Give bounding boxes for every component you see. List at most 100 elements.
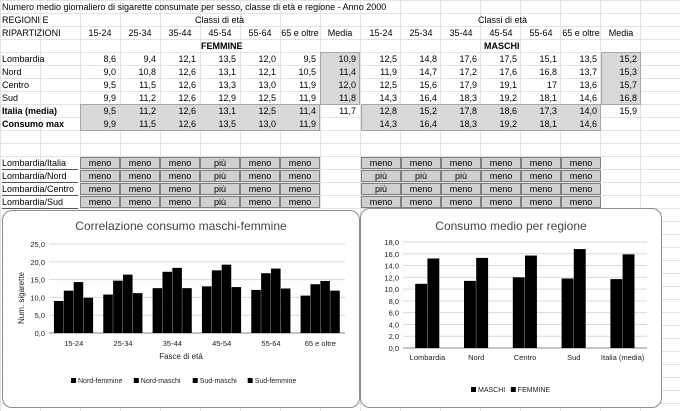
bar-nord-femmine [251, 289, 261, 333]
x-tick-label: Centro [514, 353, 537, 362]
comparison-cell: meno [240, 196, 280, 208]
value-cell: 11,4 [299, 106, 316, 116]
age-header-maschi: 45-54 [489, 28, 513, 38]
italia-maschi-shade [361, 104, 601, 131]
comparison-cell: meno [160, 183, 200, 195]
bar-sud-femmine [280, 288, 291, 333]
chart-title: Correlazione consumo maschi-femmine [75, 219, 287, 233]
value-cell: 15,7 [619, 80, 637, 90]
value-cell: 9,5 [303, 54, 316, 64]
comparison-cell: meno [561, 183, 601, 195]
comparison-cell: meno [521, 170, 561, 182]
legend-label: Nord-maschi [141, 378, 181, 385]
comparison-cell: più [361, 170, 401, 182]
value-cell: 17,2 [459, 67, 477, 77]
comparison-cell: meno [561, 170, 601, 182]
row-label: Lombardia [2, 54, 45, 64]
comparison-cell: più [401, 170, 441, 182]
legend-label: Nord-femmine [78, 378, 122, 385]
comparison-cell: meno [240, 183, 280, 195]
age-header-maschi: 15-24 [369, 28, 393, 38]
value-cell: 10,8 [138, 67, 156, 77]
comparison-cell: meno [240, 170, 280, 182]
comparison-cell: meno [481, 170, 521, 182]
value-cell: 9,9 [103, 119, 116, 129]
bar-nord-femmine [152, 288, 163, 333]
bar-femmine [622, 254, 635, 348]
bar-maschi [464, 280, 476, 348]
bar-sud-maschi [123, 274, 133, 333]
comparison-cell: meno [80, 157, 120, 169]
value-cell: 12,0 [258, 54, 276, 64]
value-cell: 13,1 [218, 106, 236, 116]
value-cell: 12,9 [218, 93, 236, 103]
value-cell: 14,6 [579, 93, 597, 103]
bar-nord-maschi [162, 271, 173, 333]
y-tick-label: 15,0 [30, 276, 45, 285]
comparison-cell: più [361, 183, 401, 195]
value-cell: 12,5 [379, 80, 397, 90]
bar-femmine [525, 255, 537, 348]
bar-sud-maschi [172, 267, 182, 333]
value-cell: 16,4 [419, 119, 437, 129]
bar-maschi [512, 277, 525, 348]
age-header-maschi: 65 e oltre [562, 28, 600, 38]
comparison-cell: più [200, 196, 240, 208]
bar-sud-femmine [83, 297, 94, 333]
value-cell: 16,4 [419, 93, 437, 103]
bar-sud-maschi [320, 281, 330, 333]
chart-correlazione[interactable]: Correlazione consumo maschi-femmine Num.… [2, 210, 360, 408]
value-cell: 12,6 [178, 119, 196, 129]
value-cell: 17,8 [459, 106, 477, 116]
media-maschi-shade [601, 52, 641, 105]
legend-label: Sud-maschi [200, 378, 237, 385]
bar-nord-femmine [300, 295, 311, 333]
chart-y-label: Num. sigarette [17, 271, 26, 324]
comparison-cell: meno [441, 183, 481, 195]
value-cell: 14,6 [579, 119, 597, 129]
comparison-cell: meno [280, 196, 320, 208]
y-tick-label: 8,0 [389, 297, 399, 306]
comparison-label: Lombardia/Sud [2, 196, 78, 209]
x-tick-label: 25-34 [113, 339, 132, 348]
value-cell: 13,7 [579, 67, 597, 77]
comparison-cell: più [200, 170, 240, 182]
comparison-cell: più [200, 183, 240, 195]
value-cell: 11,9 [299, 119, 316, 129]
bar-maschi [415, 283, 428, 348]
x-tick-label: 35-44 [163, 339, 182, 348]
value-cell: 9,9 [103, 93, 116, 103]
age-header-femmine: 25-34 [128, 28, 152, 38]
chart-consumo-medio[interactable]: Consumo medio per regione 0,0 2,0 4,0 6,0 8,… [360, 208, 662, 408]
comparison-cell: meno [120, 157, 160, 169]
age-header-maschi: 55-64 [529, 28, 553, 38]
chart-consumo-medio-svg: Consumo medio per regione 0,0 2,0 4,0 6,0 8,… [384, 219, 647, 394]
value-cell: 15,2 [419, 106, 437, 116]
comparison-cell: meno [441, 157, 481, 169]
row-label: Nord [2, 67, 22, 77]
bar-nord-femmine [53, 300, 64, 333]
comparison-cell: più [200, 157, 240, 169]
value-cell: 12,8 [379, 106, 397, 116]
value-cell: 18,3 [459, 93, 477, 103]
legend-label: Sud-femmine [255, 378, 297, 385]
comparison-cell: più [441, 170, 481, 182]
comparison-cell: meno [160, 170, 200, 182]
row-label: Centro [2, 80, 30, 90]
comparison-label: Lombardia/Italia [2, 157, 78, 170]
value-cell: 11,2 [139, 106, 156, 116]
y-tick-label: 25,0 [30, 240, 45, 249]
value-cell: 11,5 [139, 119, 156, 129]
legend-swatch [471, 387, 476, 392]
bar-sud-maschi [73, 282, 84, 333]
bar-nord-maschi [261, 273, 271, 333]
y-tick-label: 20,0 [30, 258, 45, 267]
bar-sud-femmine [182, 288, 192, 333]
sheet-title: Numero medio giornaliero di sigarette co… [2, 2, 387, 12]
x-tick-label: 45-54 [212, 339, 231, 348]
value-cell: 15,2 [619, 54, 637, 64]
comparison-cell: meno [521, 157, 561, 169]
y-tick-label: 2,0 [389, 332, 399, 341]
comparison-cell: meno [401, 183, 441, 195]
bar-sud-maschi [221, 264, 232, 333]
